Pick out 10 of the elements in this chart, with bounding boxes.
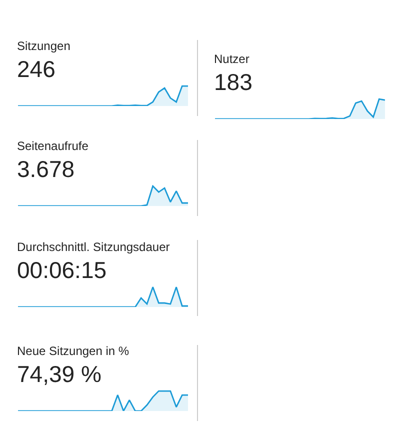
chart-subtitle: 183 <box>214 68 254 96</box>
chart-title: Seitenaufrufe <box>17 139 90 155</box>
chart-title: Sitzungen <box>17 39 72 55</box>
chart-subtitle: 3.678 <box>17 155 76 183</box>
chart-subtitle: 246 <box>17 55 56 83</box>
chart-subtitle: 00:06:15 <box>17 256 108 284</box>
chart-subtitle: 74,39 % <box>17 360 102 388</box>
chart-title: Nutzer <box>214 52 250 68</box>
chart-title: Durchschnittl. Sitzungsdauer <box>17 240 171 256</box>
chart-title: Neue Sitzungen in % <box>17 344 130 360</box>
